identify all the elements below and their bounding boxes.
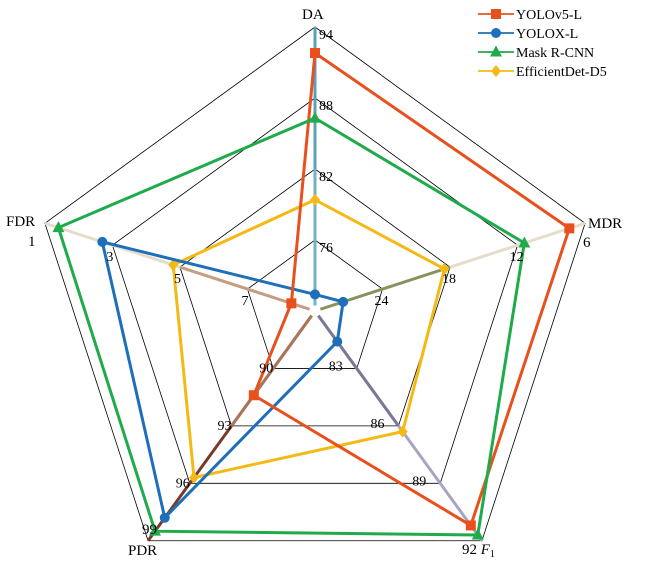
legend-label: YOLOv5-L [516, 8, 582, 23]
data-point-da [310, 193, 320, 206]
series-line [56, 116, 526, 537]
tick-label-da: 82 [319, 170, 333, 185]
spoke-inner-f [317, 314, 400, 427]
tick-label-fdr: 1 [28, 234, 36, 250]
tick-label-fdr: 3 [106, 250, 113, 265]
data-point-pdr [149, 524, 162, 536]
axis-label-mdr: MDR [588, 216, 622, 232]
legend-marker [490, 45, 502, 57]
series-efficientdet-d5 [168, 193, 450, 484]
tick-label-mdr: 6 [583, 235, 591, 251]
data-point-da [310, 48, 320, 59]
axis-label-da: DA [302, 7, 324, 23]
series-line [171, 198, 446, 480]
data-point-fdr [97, 236, 108, 247]
tick-label-da: 88 [319, 99, 333, 114]
series-line [252, 51, 571, 527]
legend-label: YOLOX-L [516, 27, 578, 42]
data-point-fdr [52, 221, 65, 233]
tick-labels: 76 82 88 94 24 18 12 83 86 89 90 93 96 7 5 3 [106, 28, 523, 491]
legend-label: EfficientDet-D5 [516, 65, 607, 80]
grid-ring-3 [111, 97, 519, 484]
tick-label-da: 76 [319, 241, 333, 256]
legend: YOLOv5-L YOLOX-L Mask R-CNN EfficientDet-D5 [478, 8, 607, 80]
data-point-f [465, 520, 476, 531]
tick-label-mdr: 24 [375, 294, 389, 309]
legend-marker [491, 28, 501, 38]
spoke-inner-pdr [230, 314, 313, 427]
legend-item: EfficientDet-D5 [478, 65, 607, 80]
radar-spokes [44, 27, 586, 542]
legend-label: Mask R-CNN [516, 46, 594, 61]
series-mask-r-cnn [52, 111, 531, 540]
grid-ring-4 [44, 26, 586, 542]
data-point-da [310, 289, 320, 300]
tick-label-pdr: 99 [142, 522, 157, 538]
data-point-pdr [159, 512, 170, 523]
data-point-f [397, 425, 408, 438]
series-yolox-l [97, 236, 349, 523]
axis-label-fdr: FDR [6, 214, 35, 230]
legend-item: Mask R-CNN [478, 45, 594, 61]
tick-label-f: 83 [329, 359, 343, 374]
axis-label-f1: 92 F1 [462, 542, 495, 560]
data-point-fdr [286, 298, 297, 309]
data-point-mdr [338, 296, 349, 307]
data-point-mdr [439, 262, 450, 275]
tick-label-mdr: 18 [442, 272, 456, 287]
legend-item: YOLOX-L [478, 27, 578, 42]
series-yolov5-l [248, 48, 575, 531]
data-point-pdr [248, 390, 259, 401]
data-point-f [471, 528, 484, 540]
tick-label-mdr: 12 [510, 250, 524, 265]
data-point-f [332, 336, 343, 347]
legend-marker [491, 9, 501, 19]
data-point-da [309, 111, 321, 123]
tick-label-pdr: 90 [259, 361, 273, 376]
tick-label-fdr: 7 [241, 294, 248, 309]
tick-label-f: 89 [412, 474, 426, 489]
tick-label-pdr: 96 [176, 476, 190, 491]
tick-label-f: 86 [370, 417, 384, 432]
axis-labels: DA MDR 6 92 F1 99 PDR FDR 1 [6, 7, 622, 560]
data-point-mdr [518, 236, 531, 248]
data-point-mdr [564, 223, 575, 234]
tick-label-fdr: 5 [174, 272, 181, 287]
data-point-pdr [188, 471, 199, 484]
tick-label-da: 94 [319, 28, 333, 43]
axis-label-pdr: PDR [128, 543, 157, 559]
radar-series [52, 48, 575, 540]
legend-item: YOLOv5-L [478, 8, 582, 23]
legend-marker [491, 65, 501, 77]
data-point-fdr [168, 258, 179, 271]
tick-label-pdr: 93 [218, 419, 232, 434]
